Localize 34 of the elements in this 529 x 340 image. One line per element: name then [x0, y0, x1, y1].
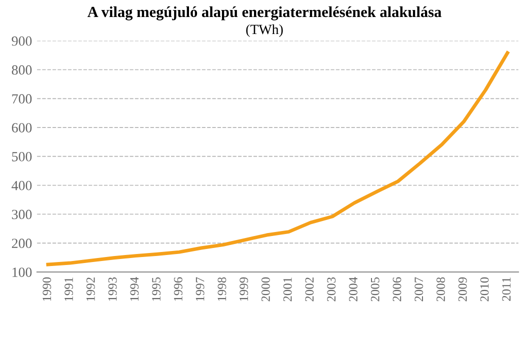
x-tick-label: 2009: [458, 277, 467, 302]
x-tick-label: 2000: [261, 277, 270, 302]
x-tick-label: 2002: [305, 278, 314, 302]
x-tick-label: 1999: [240, 277, 248, 301]
x-tick-label: 1991: [64, 278, 73, 301]
y-tick-label: 800: [12, 65, 32, 75]
x-tick-label: 2007: [414, 277, 424, 302]
x-tick-label: 2001: [283, 278, 292, 302]
y-tick-label: 400: [12, 180, 32, 190]
x-tick-label: 1994: [130, 277, 139, 301]
x-tick-label: 1995: [152, 277, 161, 301]
x-tick-label: 2010: [480, 277, 489, 302]
y-tick-label: 300: [12, 210, 32, 220]
y-tick-label: 700: [12, 94, 32, 104]
y-tick-label: 200: [12, 238, 32, 248]
x-tick-label: 2006: [392, 277, 402, 302]
x-tick-label: 1997: [196, 277, 204, 301]
x-tick-label: 2003: [327, 277, 336, 302]
x-tick-label: 2011: [502, 278, 511, 301]
x-tick-label: 1990: [42, 277, 52, 301]
x-tick-label: 2008: [436, 277, 445, 302]
x-tick-label: 2005: [370, 277, 380, 302]
x-tick-label: 2004: [349, 277, 358, 302]
x-tick-label: 1996: [174, 277, 182, 301]
y-tick-label: 100: [12, 268, 32, 277]
line-series: [46, 51, 510, 266]
y-tick-label: 600: [12, 123, 32, 132]
x-tick-label: 1993: [108, 277, 117, 301]
chart-subtitle: (TWh): [246, 24, 283, 37]
y-tick-label: 500: [12, 152, 32, 162]
x-tick-label: 1992: [86, 278, 95, 301]
chart-title: A vilag megújuló alapú energiatermelésének alakulása: [87, 6, 442, 20]
x-tick-label: 1998: [218, 277, 226, 301]
y-tick-label: 900: [12, 36, 32, 46]
